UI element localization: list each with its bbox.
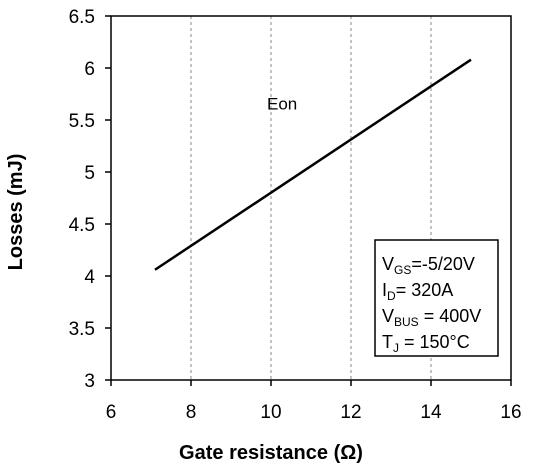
series-line-eon: [154, 58, 472, 271]
condition-line: VGS=-5/20V: [382, 254, 475, 277]
y-tick-label: 6: [84, 59, 95, 80]
y-tick-label: 4: [84, 267, 95, 288]
y-tick-label: 3: [84, 371, 95, 392]
conditions-box: VGS=-5/20V ID= 320A VBUS = 400V TJ = 150°C: [374, 239, 499, 357]
x-tick-label: 8: [186, 402, 197, 423]
x-tick-label: 10: [260, 402, 281, 423]
condition-line: TJ = 150°C: [382, 332, 470, 355]
plot-area-frame: [110, 15, 512, 381]
y-axis-label: Losses (mJ): [5, 154, 27, 271]
y-tick-label: 3.5: [69, 319, 95, 340]
y-tick-label: 5.5: [69, 111, 95, 132]
x-tick-label: 14: [420, 402, 442, 423]
grid-lines: [190, 16, 432, 380]
y-tick-label: 4.5: [69, 215, 95, 236]
y-tick-label: 6.5: [69, 7, 95, 28]
tick-labels: 6 8 10 12 14 16 3 3.5 4 4.5 5 5.5 6 6.5: [69, 7, 522, 423]
series-layer: Eon: [154, 58, 472, 271]
x-tick-label: 12: [340, 402, 361, 423]
condition-line: ID= 320A: [382, 280, 453, 303]
y-tick-label: 5: [84, 163, 95, 184]
condition-line: VBUS = 400V: [382, 306, 481, 329]
x-tick-label: 16: [500, 402, 521, 423]
x-tick-label: 6: [106, 402, 117, 423]
x-axis-label: Gate resistance (Ω): [179, 442, 363, 464]
series-label: Eon: [267, 95, 297, 114]
